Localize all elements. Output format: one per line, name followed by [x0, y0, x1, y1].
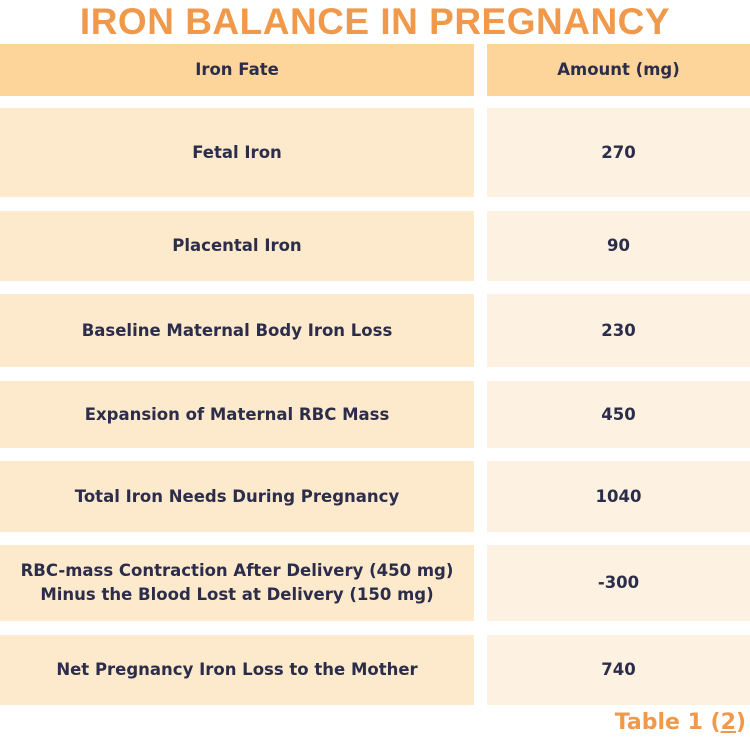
row-fate: RBC-mass Contraction After Delivery (450…: [0, 545, 474, 621]
row-amount: 270: [487, 108, 750, 197]
reference-link[interactable]: 2: [720, 710, 736, 735]
row-amount: 230: [487, 294, 750, 367]
row-amount: 90: [487, 211, 750, 281]
row-amount: -300: [487, 545, 750, 621]
row-amount: 1040: [487, 461, 750, 532]
row-fate: Expansion of Maternal RBC Mass: [0, 381, 474, 448]
header-iron-fate: Iron Fate: [0, 44, 474, 96]
row-fate: Fetal Iron: [0, 108, 474, 197]
page-title: IRON BALANCE IN PREGNANCY: [79, 1, 671, 42]
row-fate: Baseline Maternal Body Iron Loss: [0, 294, 474, 367]
table-caption: Table 1 (2): [615, 710, 746, 735]
row-amount: 450: [487, 381, 750, 448]
row-fate: Total Iron Needs During Pregnancy: [0, 461, 474, 532]
row-amount: 740: [487, 635, 750, 705]
caption-close: ): [735, 710, 746, 735]
row-fate: Net Pregnancy Iron Loss to the Mother: [0, 635, 474, 705]
caption-text: Table 1 (: [614, 710, 721, 735]
header-amount: Amount (mg): [487, 44, 750, 96]
row-fate: Placental Iron: [0, 211, 474, 281]
